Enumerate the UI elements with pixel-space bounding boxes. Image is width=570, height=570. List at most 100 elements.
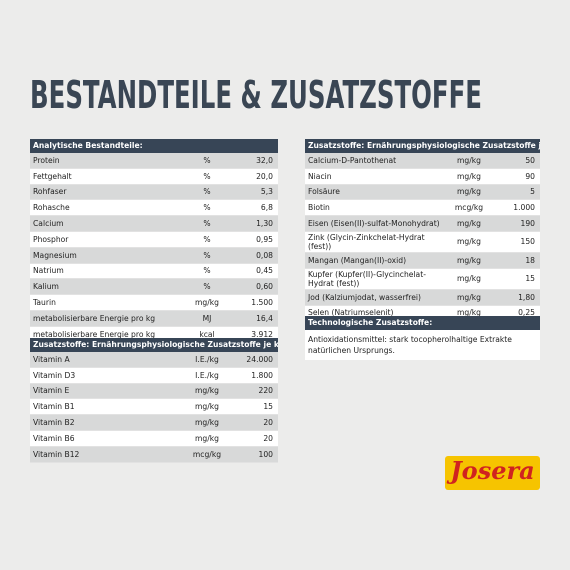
unit: % <box>203 171 211 181</box>
table-row: Calcium-D-Pantothenat mg/kg 50 <box>305 153 540 169</box>
amount: 1,30 <box>256 219 273 229</box>
analytical-table: Analytische Bestandteile: Protein% 32,0 Fet… <box>30 139 278 343</box>
ingredient-name: Magnesium <box>33 250 77 260</box>
logo: Josera <box>445 456 540 490</box>
table-row: metabolisierbare Energie pro kg MJ 16,4 <box>30 310 278 327</box>
unit: mg/kg <box>195 418 219 428</box>
amount: 20 <box>263 418 273 428</box>
table-header: Technologische Zusatzstoffe: <box>305 316 540 330</box>
table-row: Protein% 32,0 <box>30 153 278 169</box>
table-row: Natrium% 0,45 <box>30 263 278 280</box>
ingredient-name: Jod (Kalziumjodat, wasserfrei) <box>308 292 421 302</box>
amount: 18 <box>525 255 535 265</box>
amount: 150 <box>520 237 536 247</box>
table-header: Zusatzstoffe: Ernährungsphysiologische Z… <box>305 139 540 153</box>
table-row: Kupfer (Kupfer(II)-Glycinchelat-Hydrat (… <box>305 268 540 290</box>
unit: mg/kg <box>457 219 481 229</box>
table-row: Jod (Kalziumjodat, wasserfrei) mg/kg 1,80 <box>305 289 540 306</box>
unit: kcal <box>199 329 215 339</box>
ingredient-name: Vitamin B6 <box>33 433 75 443</box>
amount: 5 <box>530 187 535 197</box>
ingredient-name: Kalium <box>33 282 59 292</box>
ingredient-name: metabolisierbare Energie pro kg <box>33 329 156 339</box>
amount: 100 <box>258 449 274 459</box>
ingredient-name: Natrium <box>33 266 64 276</box>
table-row: Zink (Glycin-Zinkchelat-Hydrat (fest)) mg… <box>305 231 540 253</box>
unit: mg/kg <box>457 171 481 181</box>
unit: I.E./kg <box>195 354 219 364</box>
amount: 0,25 <box>518 308 535 318</box>
ingredient-name: Calcium-D-Pantothenat <box>308 155 397 165</box>
ingredient-name: Rohasche <box>33 203 70 213</box>
unit: mg/kg <box>457 237 481 247</box>
table-row: Mangan (Mangan(II)-oxid) mg/kg 18 <box>305 252 540 269</box>
unit: mg/kg <box>457 155 481 165</box>
amount: 15 <box>263 402 273 412</box>
unit: mg/kg <box>457 187 481 197</box>
amount: 0,45 <box>256 266 273 276</box>
ingredient-name: Mangan (Mangan(II)-oxid) <box>308 255 407 265</box>
ingredient-name: Vitamin E <box>33 386 70 396</box>
title-area: BESTANDTEILE & ZUSATZSTOFFE <box>30 73 482 117</box>
table-row: Vitamin D3 I.E./kg 1.800 <box>30 367 278 384</box>
unit: mcg/kg <box>192 449 222 459</box>
table-header: Analytische Bestandteile: <box>30 139 278 153</box>
unit: I.E./kg <box>195 370 219 380</box>
amount: 6,8 <box>260 203 273 213</box>
ingredient-name: Vitamin B1 <box>33 402 75 412</box>
table-body: Protein% 32,0 Fettgehalt% 20,0 Rohfaser% 5,3 R… <box>30 153 278 343</box>
table-row: Vitamin B12 mcg/kg 100 <box>30 446 278 463</box>
ingredient-name: Calcium <box>33 219 64 229</box>
amount: 32,0 <box>256 155 273 165</box>
unit: % <box>203 234 211 244</box>
amount: 220 <box>258 386 274 396</box>
unit: mg/kg <box>195 386 219 396</box>
table-row: Calcium% 1,30 <box>30 216 278 232</box>
ingredient-name: Folsäure <box>308 187 340 197</box>
ingredient-name: Biotin <box>308 203 330 213</box>
table-row: Magnesium% 0,08 <box>30 247 278 264</box>
table-row: Kalium% 0,60 <box>30 279 278 296</box>
table-row: Rohasche% 6,8 <box>30 200 278 217</box>
unit: % <box>203 203 211 213</box>
unit: % <box>203 187 211 197</box>
unit: mg/kg <box>195 433 219 443</box>
table-row: Rohfaser% 5,3 <box>30 184 278 201</box>
amount: 20,0 <box>256 171 273 181</box>
amount: 16,4 <box>256 313 273 323</box>
unit: % <box>203 155 211 165</box>
unit: mg/kg <box>457 292 481 302</box>
table-row: Eisen (Eisen(II)-sulfat-Monohydrat) mg/kg… <box>305 216 540 232</box>
ingredient-name: Protein <box>33 155 60 165</box>
ingredient-name: Fettgehalt <box>33 171 72 181</box>
amount: 5,3 <box>260 187 273 197</box>
unit: mg/kg <box>195 402 219 412</box>
ingredient-name: Taurin <box>33 298 56 308</box>
table-row: Folsäure mg/kg 5 <box>305 184 540 201</box>
unit: mcg/kg <box>454 203 484 213</box>
ingredient-name: Rohfaser <box>33 187 67 197</box>
unit: % <box>203 282 211 292</box>
table-row: Niacin mg/kg 90 <box>305 168 540 185</box>
amount: 50 <box>525 155 535 165</box>
unit: mg/kg <box>457 274 481 284</box>
ingredient-name: Zink (Glycin-Zinkchelat-Hydrat (fest)) <box>308 232 425 251</box>
unit: mg/kg <box>195 298 219 308</box>
table-row: Phosphor% 0,95 <box>30 231 278 248</box>
title: BESTANDTEILE & ZUSATZSTOFFE <box>30 73 482 117</box>
table-row: Vitamin B2 mg/kg 20 <box>30 415 278 431</box>
amount: 24.000 <box>246 354 273 364</box>
unit: mg/kg <box>457 255 481 265</box>
table-body: Calcium-D-Pantothenat mg/kg 50 Niacin mg/kg 9… <box>305 153 540 322</box>
unit: % <box>203 266 211 276</box>
table-body: Vitamin A I.E./kg 24.000 Vitamin D3 I.E./kg 1… <box>30 352 278 463</box>
table-row: Vitamin E mg/kg 220 <box>30 383 278 400</box>
amount: 1,80 <box>518 292 535 302</box>
unit: % <box>203 250 211 260</box>
ingredient-name: Vitamin D3 <box>33 370 76 380</box>
amount: 190 <box>520 219 536 229</box>
table-row: Taurin mg/kg 1.500 <box>30 295 278 311</box>
ingredient-name: Eisen (Eisen(II)-sulfat-Monohydrat) <box>308 219 440 229</box>
minerals-table: Zusatzstoffe: Ernährungsphysiologische Z… <box>305 139 540 322</box>
